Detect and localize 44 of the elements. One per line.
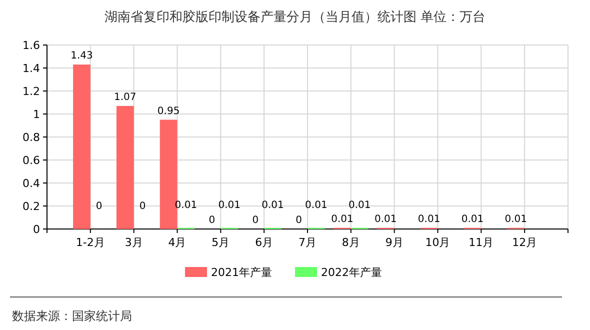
x-tick-label: 4月	[168, 236, 186, 249]
data-label: 1.43	[70, 50, 93, 62]
x-tick-label: 11月	[468, 236, 494, 249]
data-label: 1.07	[114, 92, 136, 103]
data-label: 0.01	[504, 214, 528, 225]
data-label: 0.01	[374, 214, 397, 225]
x-tick-label: 10月	[425, 236, 450, 249]
chart-title: 湖南省复印和胶版印制设备产量分月（当月值）统计图 单位：万台	[104, 10, 486, 25]
y-tick-label: 1.4	[22, 62, 40, 75]
data-label: 0.01	[262, 200, 284, 211]
y-tick-label: 0.6	[22, 154, 40, 167]
data-label: 0	[96, 201, 102, 212]
y-tick-label: 0.2	[22, 200, 40, 213]
bar	[73, 64, 90, 229]
y-tick-label: 1.6	[22, 39, 40, 52]
data-label: 0	[208, 215, 216, 226]
y-tick-label: 0.4	[22, 177, 40, 190]
x-tick-label: 7月	[298, 236, 316, 249]
data-label: 0	[139, 201, 146, 212]
x-tick-label: 12月	[512, 236, 538, 249]
x-tick-label: 8月	[342, 236, 360, 249]
x-tick-label: 5月	[212, 236, 230, 249]
legend-label: 2021年产量	[211, 266, 272, 279]
data-label: 0	[252, 215, 259, 226]
source-note: 数据来源：国家统计局	[12, 309, 132, 323]
bar	[116, 106, 134, 229]
data-label: 0.01	[418, 214, 440, 225]
data-label: 0.95	[157, 106, 180, 117]
data-label: 0.01	[305, 200, 328, 211]
y-tick-label: 1	[33, 108, 40, 121]
data-label: 0	[296, 215, 302, 226]
x-tick-label: 3月	[124, 236, 143, 249]
x-tick-label: 6月	[255, 236, 274, 249]
y-tick-label: 0	[33, 223, 40, 236]
bar	[160, 120, 178, 229]
x-tick-label: 1-2月	[76, 236, 105, 249]
data-label: 0.01	[461, 214, 484, 225]
data-label: 0.01	[331, 214, 354, 225]
y-tick-label: 1.2	[22, 85, 40, 98]
data-label: 0.01	[218, 200, 240, 211]
legend-label: 2022年产量	[321, 266, 382, 279]
y-tick-label: 0.8	[22, 131, 40, 144]
x-tick-label: 9月	[385, 236, 404, 249]
data-label: 0.01	[348, 200, 371, 211]
